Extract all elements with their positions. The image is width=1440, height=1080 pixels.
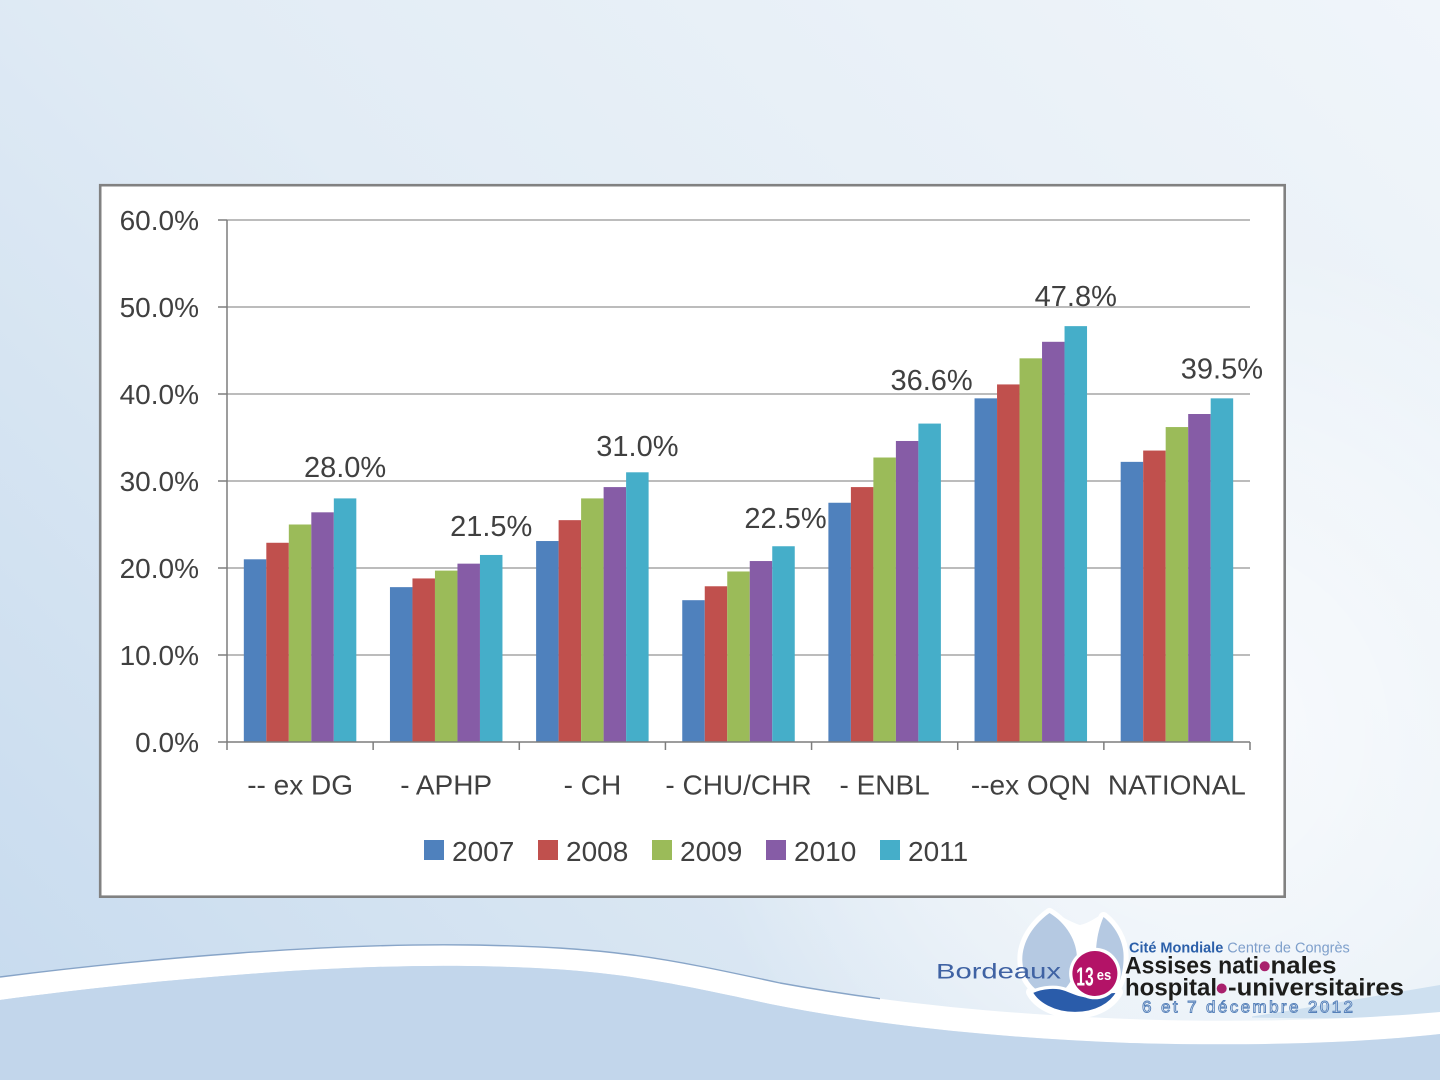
svg-text:Assises nati: Assises nati <box>1125 952 1259 979</box>
svg-text:21.5%: 21.5% <box>450 511 532 543</box>
svg-text:- APHP: - APHP <box>400 770 492 801</box>
svg-text:2008: 2008 <box>566 836 628 867</box>
svg-text:- CHU/CHR: - CHU/CHR <box>665 770 811 801</box>
svg-text:40.0%: 40.0% <box>120 379 199 410</box>
svg-text:0.0%: 0.0% <box>135 727 199 758</box>
svg-text:36.6%: 36.6% <box>890 365 972 397</box>
svg-text:hospital: hospital <box>1125 974 1217 1001</box>
svg-text:28.0%: 28.0% <box>304 452 386 484</box>
svg-text:Bordeaux: Bordeaux <box>936 960 1062 983</box>
svg-text:2010: 2010 <box>794 836 856 867</box>
svg-text:10.0%: 10.0% <box>120 640 199 671</box>
svg-text:13: 13 <box>1076 961 1093 991</box>
svg-text:2007: 2007 <box>452 836 514 867</box>
svg-text:Cité Mondiale Centre de Congrè: Cité Mondiale Centre de Congrès <box>1129 941 1350 957</box>
svg-text:39.5%: 39.5% <box>1181 354 1263 386</box>
svg-text:nales: nales <box>1271 952 1337 979</box>
svg-text:30.0%: 30.0% <box>120 466 199 497</box>
svg-text:2011: 2011 <box>908 836 968 867</box>
svg-text:- CH: - CH <box>564 770 622 801</box>
svg-text:20.0%: 20.0% <box>120 553 199 584</box>
svg-text:-- ex DG: -- ex DG <box>247 770 353 801</box>
svg-text:2009: 2009 <box>680 836 742 867</box>
svg-text:60.0%: 60.0% <box>120 205 199 236</box>
svg-text:- ENBL: - ENBL <box>839 770 929 801</box>
svg-text:NATIONAL: NATIONAL <box>1108 770 1246 801</box>
svg-text:6 et 7 décembre 2012: 6 et 7 décembre 2012 <box>1142 998 1355 1017</box>
svg-text:31.0%: 31.0% <box>596 431 678 463</box>
svg-text:-universitaires: -universitaires <box>1228 974 1404 1001</box>
svg-text:50.0%: 50.0% <box>120 292 199 323</box>
svg-text:es: es <box>1097 968 1112 984</box>
svg-text:47.8%: 47.8% <box>1035 281 1117 313</box>
svg-text:22.5%: 22.5% <box>744 503 826 535</box>
svg-text:--ex OQN: --ex OQN <box>971 770 1091 801</box>
